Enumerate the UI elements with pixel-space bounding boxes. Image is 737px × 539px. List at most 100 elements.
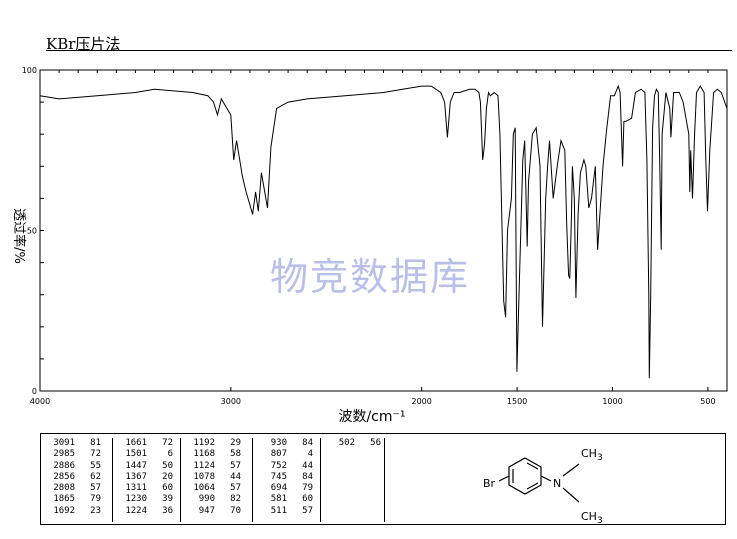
peak-wavenumber: 1661 — [125, 438, 147, 448]
peak-row: 2985 72 — [45, 449, 112, 460]
peak-row: 947 70 — [185, 506, 252, 517]
methyl-bond-bottom — [562, 487, 580, 503]
methyl-bottom-label: CH3 — [581, 510, 603, 524]
peak-transmittance: 60 — [302, 494, 313, 505]
peak-row: 2886 55 — [45, 461, 112, 472]
header-rule — [46, 50, 732, 51]
peak-transmittance: 58 — [230, 449, 241, 460]
peak-transmittance: 82 — [230, 494, 241, 505]
br-label: Br — [483, 477, 496, 490]
peak-wavenumber: 752 — [270, 460, 287, 471]
peak-wavenumber: 1501 — [125, 449, 147, 460]
peak-wavenumber: 581 — [270, 494, 287, 505]
peak-wavenumber: 1692 — [53, 505, 75, 516]
br-bond — [498, 475, 510, 482]
peak-transmittance: 79 — [90, 494, 101, 505]
y-tick-label: 100 — [22, 66, 37, 75]
peak-wavenumber: 2985 — [53, 449, 75, 460]
ir-spectrum-chart: 4000 3000 2000 1500 1000 500 0 50 100 波数/cm⁻¹ 透过… — [11, 66, 728, 425]
peak-transmittance: 23 — [90, 505, 101, 516]
methyl-top-label: CH3 — [581, 447, 603, 463]
plot-frame — [39, 69, 728, 392]
peak-wavenumber: 990 — [198, 494, 215, 505]
peak-wavenumber: 1224 — [125, 505, 147, 516]
peak-transmittance: 72 — [162, 438, 173, 448]
tick-marks — [39, 70, 709, 391]
peak-wavenumber: 1192 — [193, 438, 215, 448]
peak-wavenumber: 511 — [270, 505, 287, 516]
benzene-ring — [508, 457, 542, 495]
methyl-bond-top — [562, 463, 580, 477]
peak-transmittance: 50 — [162, 460, 173, 471]
peak-transmittance: 57 — [230, 483, 241, 494]
x-tick-label: 1500 — [507, 397, 527, 406]
peak-transmittance: 72 — [90, 449, 101, 460]
peak-row: 1865 79 — [45, 494, 112, 505]
peak-row: 1501 6 — [117, 449, 180, 460]
peak-row: 930 84 — [257, 438, 320, 449]
tick-labels: 4000 3000 2000 1500 1000 500 0 50 100 — [22, 66, 716, 406]
y-tick-label: 50 — [27, 227, 37, 236]
peak-wavenumber: 1064 — [193, 483, 215, 494]
peak-wavenumber: 1311 — [125, 483, 147, 494]
peak-wavenumber: 1447 — [125, 460, 147, 471]
peak-row: 2856 62 — [45, 472, 112, 483]
peak-row: 1168 58 — [185, 449, 252, 460]
peak-wavenumber: 1124 — [193, 460, 215, 471]
peak-transmittance: 79 — [302, 483, 313, 494]
benzene-inner-bond — [526, 482, 539, 490]
spectrum-line — [39, 84, 728, 379]
peak-transmittance: 57 — [90, 483, 101, 494]
peak-transmittance: 55 — [90, 460, 101, 471]
peak-wavenumber: 745 — [270, 471, 287, 482]
peak-row: 3091 81 — [45, 438, 112, 449]
peak-transmittance: 60 — [162, 483, 173, 494]
peak-row: 511 57 — [257, 506, 320, 517]
peak-wavenumber: 947 — [198, 505, 215, 516]
peak-row: 1661 72 — [117, 438, 180, 449]
x-tick-label: 4000 — [30, 397, 50, 406]
peak-wavenumber: 694 — [270, 483, 287, 494]
structure-diagram: Br N CH3 CH3 — [483, 447, 603, 524]
peak-row: 581 60 — [257, 494, 320, 505]
peak-row: 1367 20 — [117, 472, 180, 483]
peak-row: 694 79 — [257, 483, 320, 494]
peak-wavenumber: 1168 — [193, 449, 215, 460]
peak-wavenumber: 1865 — [53, 494, 75, 505]
x-tick-label: 500 — [700, 397, 715, 406]
peak-column: 502 56 — [321, 438, 385, 522]
peak-row: 1078 44 — [185, 472, 252, 483]
method-label: KBr压片法 — [46, 35, 121, 53]
peak-table: 3091 81 2985 72 2886 55 2856 62 2808 57 1865 79 1692… — [40, 433, 726, 525]
peak-wavenumber: 807 — [270, 449, 287, 460]
peak-wavenumber: 3091 — [53, 438, 75, 448]
peak-wavenumber: 502 — [338, 438, 355, 448]
peak-transmittance: 57 — [230, 460, 241, 471]
peak-transmittance: 29 — [230, 438, 241, 448]
peak-row: 1224 36 — [117, 506, 180, 517]
x-axis-label: 波数/cm⁻¹ — [338, 409, 405, 425]
y-axis-label: 透过率/% — [11, 208, 27, 264]
peak-transmittance: 44 — [230, 471, 241, 482]
peak-row: 1192 29 — [185, 438, 252, 449]
x-tick-label: 2000 — [411, 397, 431, 406]
y-tick-label: 0 — [32, 387, 37, 396]
peak-transmittance: 70 — [230, 505, 241, 516]
peak-column: 3091 81 2985 72 2886 55 2856 62 2808 57 1865 79 1692… — [41, 438, 113, 522]
peak-wavenumber: 1078 — [193, 471, 215, 482]
peak-row: 1064 57 — [185, 483, 252, 494]
peak-row: 752 44 — [257, 461, 320, 472]
peak-row: 502 56 — [325, 438, 384, 449]
peak-wavenumber: 2856 — [53, 471, 75, 482]
peak-wavenumber: 1367 — [125, 471, 147, 482]
peak-row: 1311 60 — [117, 483, 180, 494]
peak-transmittance: 20 — [162, 471, 173, 482]
peak-wavenumber: 2886 — [53, 460, 75, 471]
peak-column: 1661 72 1501 6 1447 50 1367 20 1311 60 1230 39 1224 3… — [113, 438, 181, 522]
peak-wavenumber: 1230 — [125, 494, 147, 505]
x-tick-label: 3000 — [221, 397, 241, 406]
peak-transmittance: 84 — [302, 438, 313, 448]
x-tick-label: 1000 — [602, 397, 622, 406]
peak-row: 990 82 — [185, 494, 252, 505]
peak-transmittance: 62 — [90, 471, 101, 482]
